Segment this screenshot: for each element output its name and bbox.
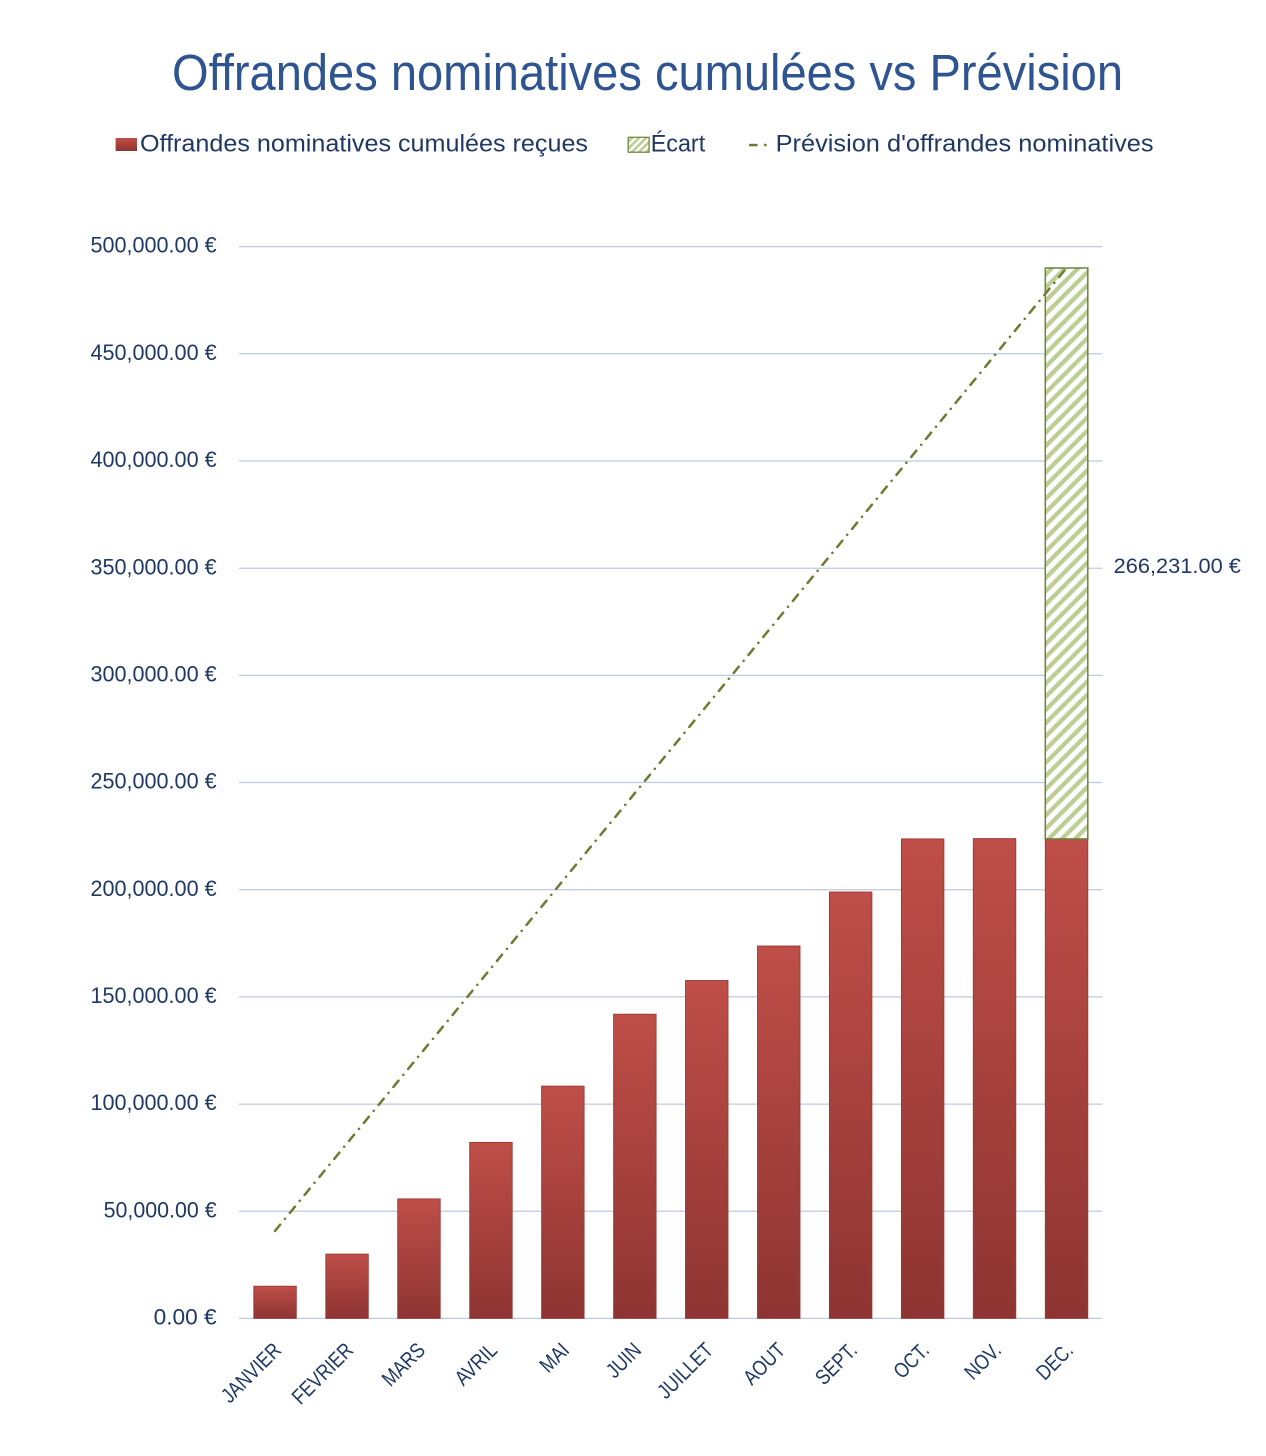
svg-text:266,231.00 €: 266,231.00 € xyxy=(1114,554,1241,578)
svg-text:150,000.00 €: 150,000.00 € xyxy=(91,983,217,1008)
svg-text:500,000.00 €: 500,000.00 € xyxy=(91,233,217,258)
svg-text:200,000.00 €: 200,000.00 € xyxy=(91,876,217,901)
svg-text:Offrandes nominatives cumulées: Offrandes nominatives cumulées reçues xyxy=(140,131,588,158)
svg-text:Écart: Écart xyxy=(651,131,706,158)
svg-text:Prévision d'offrandes nominati: Prévision d'offrandes nominatives xyxy=(776,131,1154,158)
svg-text:400,000.00 €: 400,000.00 € xyxy=(91,447,217,472)
svg-text:300,000.00 €: 300,000.00 € xyxy=(91,662,217,687)
svg-text:0.00 €: 0.00 € xyxy=(154,1305,217,1330)
svg-text:350,000.00 €: 350,000.00 € xyxy=(91,554,217,579)
svg-text:50,000.00 €: 50,000.00 € xyxy=(104,1197,217,1222)
svg-text:100,000.00 €: 100,000.00 € xyxy=(91,1090,217,1115)
svg-text:450,000.00 €: 450,000.00 € xyxy=(91,340,217,365)
svg-text:Offrandes nominatives cumulées: Offrandes nominatives cumulées vs Prévis… xyxy=(172,44,1123,101)
svg-text:250,000.00 €: 250,000.00 € xyxy=(91,769,217,794)
